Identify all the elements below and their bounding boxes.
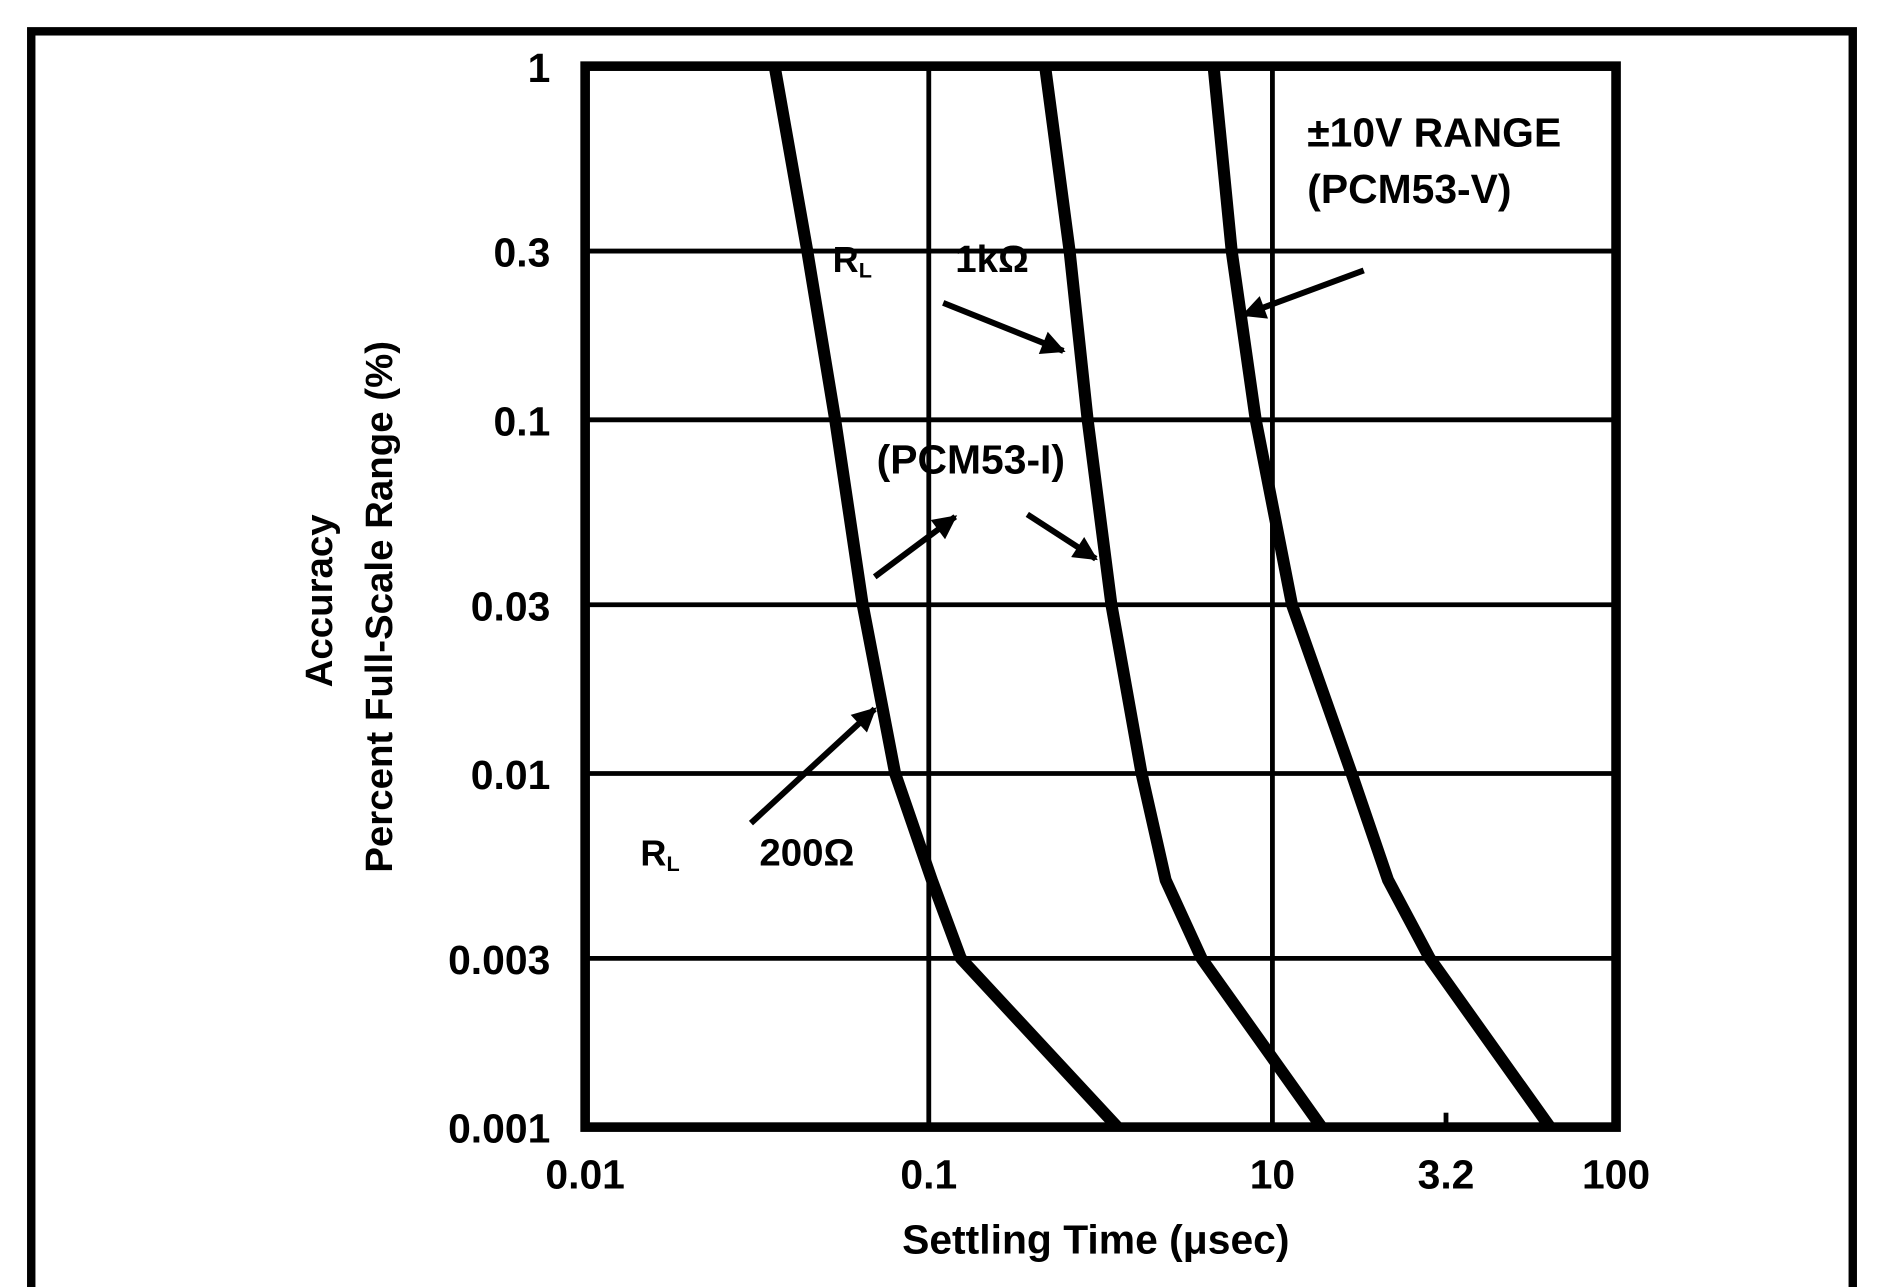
curve — [1039, 66, 1327, 1128]
annotation: 200Ω — [759, 832, 854, 875]
arrow — [942, 300, 1066, 355]
annotation: ±10V RANGE — [1307, 110, 1561, 156]
y-tick-label: 0.3 — [494, 230, 551, 276]
arrow — [748, 706, 877, 826]
y-axis-title: Percent Full-Scale Range (%) — [358, 341, 401, 873]
outer-frame — [27, 27, 1857, 1287]
x-tick-label: 3.2 — [1418, 1151, 1475, 1197]
arrow — [872, 514, 958, 580]
rl-sub: L — [666, 851, 679, 876]
arrow — [1241, 267, 1365, 319]
annotation: (PCM53-I) — [877, 436, 1065, 482]
x-tick-label: 10 — [1250, 1151, 1295, 1197]
x-tick-label: 100 — [1582, 1151, 1650, 1197]
y-tick-label: 0.003 — [448, 937, 550, 983]
curve — [768, 66, 1122, 1128]
y-tick-label: 0.1 — [494, 398, 551, 444]
rl-label: RL — [833, 239, 872, 283]
y-axis-title: Accuracy — [298, 514, 341, 688]
annotation: (PCM53-V) — [1307, 166, 1511, 212]
curve — [1207, 66, 1555, 1128]
y-tick-label: 1 — [528, 45, 551, 91]
y-tick-label: 0.001 — [448, 1106, 550, 1152]
plot-frame — [580, 61, 1621, 1132]
annotation: 1kΩ — [955, 238, 1029, 281]
rl-main: R — [833, 239, 859, 280]
x-tick-label: 0.1 — [900, 1151, 957, 1197]
y-tick-label: 0.03 — [471, 583, 551, 629]
arrow — [1025, 511, 1098, 562]
x-tick-label: 0.01 — [545, 1151, 625, 1197]
x-axis-title: Settling Time (μsec) — [902, 1216, 1289, 1262]
rl-label: RL — [640, 832, 679, 876]
arrows — [748, 267, 1365, 826]
rl-main: R — [640, 832, 666, 873]
y-tick-label: 0.01 — [471, 752, 551, 798]
rl-sub: L — [859, 257, 872, 282]
